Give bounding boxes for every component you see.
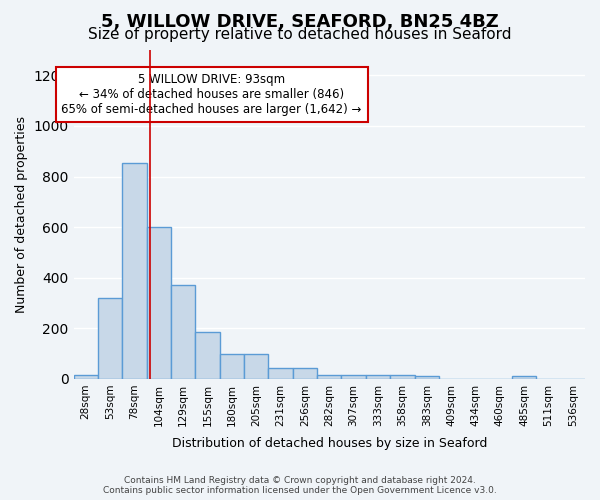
Y-axis label: Number of detached properties: Number of detached properties: [15, 116, 28, 313]
Text: 5, WILLOW DRIVE, SEAFORD, BN25 4BZ: 5, WILLOW DRIVE, SEAFORD, BN25 4BZ: [101, 12, 499, 30]
Bar: [196, 332, 220, 379]
Bar: [268, 368, 293, 379]
Bar: [74, 375, 98, 379]
Bar: [293, 368, 317, 379]
Bar: [122, 162, 146, 379]
Bar: [171, 286, 196, 379]
Bar: [220, 354, 244, 379]
Bar: [366, 375, 390, 379]
X-axis label: Distribution of detached houses by size in Seaford: Distribution of detached houses by size …: [172, 437, 487, 450]
Bar: [390, 375, 415, 379]
Text: Size of property relative to detached houses in Seaford: Size of property relative to detached ho…: [88, 28, 512, 42]
Bar: [317, 375, 341, 379]
Bar: [146, 227, 171, 379]
Bar: [98, 298, 122, 379]
Bar: [415, 376, 439, 379]
Bar: [341, 375, 366, 379]
Bar: [512, 376, 536, 379]
Text: 5 WILLOW DRIVE: 93sqm
← 34% of detached houses are smaller (846)
65% of semi-det: 5 WILLOW DRIVE: 93sqm ← 34% of detached …: [61, 73, 362, 116]
Text: Contains HM Land Registry data © Crown copyright and database right 2024.
Contai: Contains HM Land Registry data © Crown c…: [103, 476, 497, 495]
Bar: [244, 354, 268, 379]
